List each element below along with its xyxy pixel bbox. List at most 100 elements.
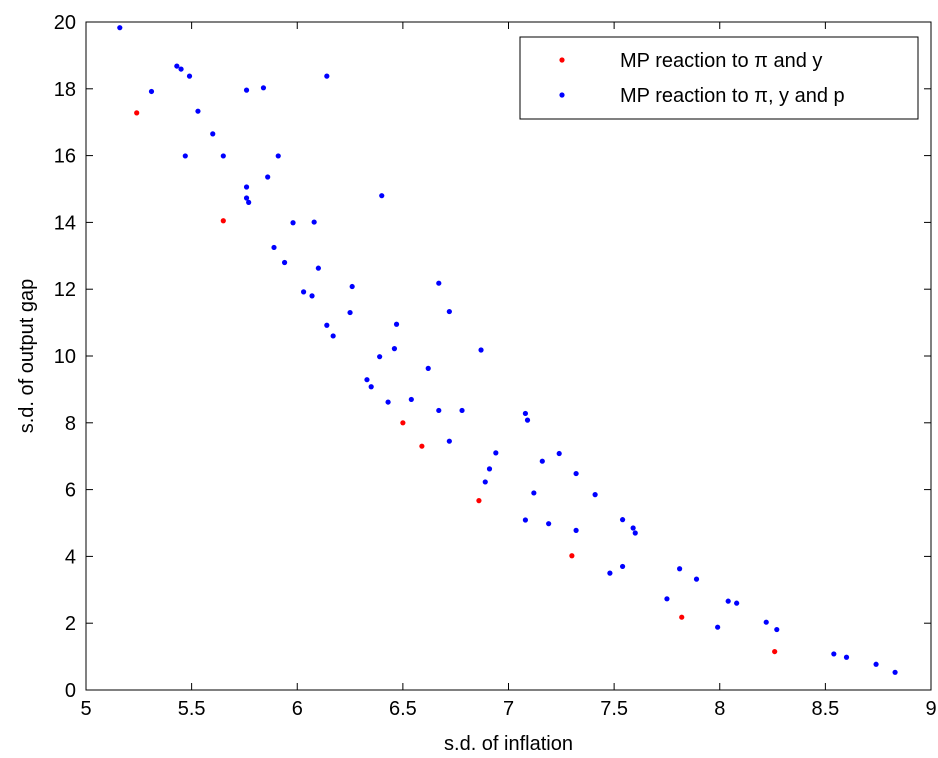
data-point-series-2 [364,377,370,383]
data-point-series-2 [873,661,879,667]
data-point-series-2 [330,333,336,339]
data-point-series-2 [446,438,452,444]
y-tick-label: 20 [54,12,76,34]
data-point-series-2 [243,184,250,190]
data-point-series-2 [178,66,184,72]
data-point-series-2 [281,259,288,266]
x-tick-label: 5 [80,698,91,720]
data-point-series-1 [569,553,575,559]
y-tick-label: 6 [65,480,76,502]
data-point-series-2 [246,199,252,205]
data-point-series-1 [134,110,140,116]
data-point-series-2 [174,63,180,69]
y-tick-label: 18 [54,79,76,101]
legend-marker-series-1 [559,57,565,63]
data-point-series-2 [324,322,330,328]
y-tick-label: 14 [54,212,76,234]
plot-background [86,22,931,690]
data-point-series-1 [400,420,406,426]
data-point-series-2 [315,265,321,271]
data-point-series-2 [290,220,296,226]
data-point-series-2 [220,153,226,159]
data-point-series-2 [607,570,613,576]
data-point-series-2 [843,654,850,660]
data-point-series-2 [573,470,579,477]
x-tick-label: 5.5 [178,698,206,720]
axis-tick-labels: 5 5.5 6 6.5 7 7.5 8 8.5 9 0 2 4 6 8 10 12 14 16 18 20 [54,12,937,720]
data-point-series-2 [271,244,277,251]
data-point-series-2 [763,619,769,625]
data-point-series-2 [385,399,391,405]
y-tick-label: 0 [65,680,76,702]
x-tick-label: 8.5 [811,698,839,720]
data-point-series-2 [573,527,579,533]
data-point-series-2 [632,530,638,536]
data-point-series-2 [482,479,488,485]
data-point-series-2 [243,87,250,93]
data-point-series-2 [531,490,537,496]
data-point-series-2 [664,596,670,602]
y-tick-label: 8 [65,413,76,435]
legend-box [519,36,919,120]
x-tick-label: 7 [503,698,514,720]
data-point-series-2 [459,407,465,414]
data-point-series-2 [347,309,353,316]
data-point-series-2 [311,219,317,225]
data-point-series-2 [275,153,281,159]
data-point-series-2 [148,88,155,95]
y-tick-label: 4 [65,546,76,568]
data-point-series-2 [210,131,216,137]
data-point-series-2 [265,174,271,180]
data-point-series-2 [493,450,499,456]
data-point-series-2 [379,193,385,199]
data-point-series-2 [734,600,740,606]
y-tick-label: 2 [65,613,76,635]
x-tick-label: 6 [292,698,303,720]
legend-marker-series-2 [559,92,565,98]
y-tick-label: 10 [54,346,76,368]
data-point-series-2 [436,407,442,414]
x-tick-label: 6.5 [389,698,417,720]
data-point-series-1 [476,498,482,504]
data-point-series-2 [774,626,780,633]
data-point-series-2 [831,651,837,657]
data-point-series-2 [546,521,552,527]
data-point-series-2 [630,525,636,531]
data-point-series-2 [182,153,188,159]
legend-label-series-2: MP reaction to π, y and p [620,85,845,107]
data-point-series-2 [592,492,598,498]
data-point-series-2 [677,566,683,572]
x-axis-label: s.d. of inflation [444,733,573,755]
data-point-series-2 [693,576,700,582]
data-point-series-1 [220,218,226,224]
data-point-series-2 [186,73,193,79]
data-point-series-2 [349,283,355,290]
legend: MP reaction to π and y MP reaction to π,… [519,36,919,120]
data-point-series-2 [368,384,374,390]
data-point-series-2 [377,354,383,360]
data-point-series-2 [619,517,626,523]
data-point-series-2 [446,308,452,315]
x-tick-label: 8 [714,698,725,720]
data-point-series-2 [300,289,307,295]
y-tick-label: 12 [54,279,76,301]
data-point-series-2 [117,25,123,31]
data-point-series-2 [715,624,721,630]
data-point-series-1 [679,614,685,620]
data-point-series-2 [260,85,267,91]
x-tick-label: 7.5 [600,698,628,720]
data-point-series-2 [436,280,442,286]
data-point-series-2 [324,73,330,79]
data-point-series-2 [524,417,531,423]
plot-frame [85,21,932,691]
data-point-series-2 [195,108,201,114]
data-point-series-2 [393,321,400,327]
data-point-series-2 [486,466,493,472]
data-point-series-1 [772,648,778,655]
data-point-series-2 [556,450,562,457]
data-point-series-2 [243,195,250,201]
y-tick-label: 16 [54,146,76,168]
data-point-series-2 [522,410,529,417]
data-point-series-2 [408,396,414,403]
